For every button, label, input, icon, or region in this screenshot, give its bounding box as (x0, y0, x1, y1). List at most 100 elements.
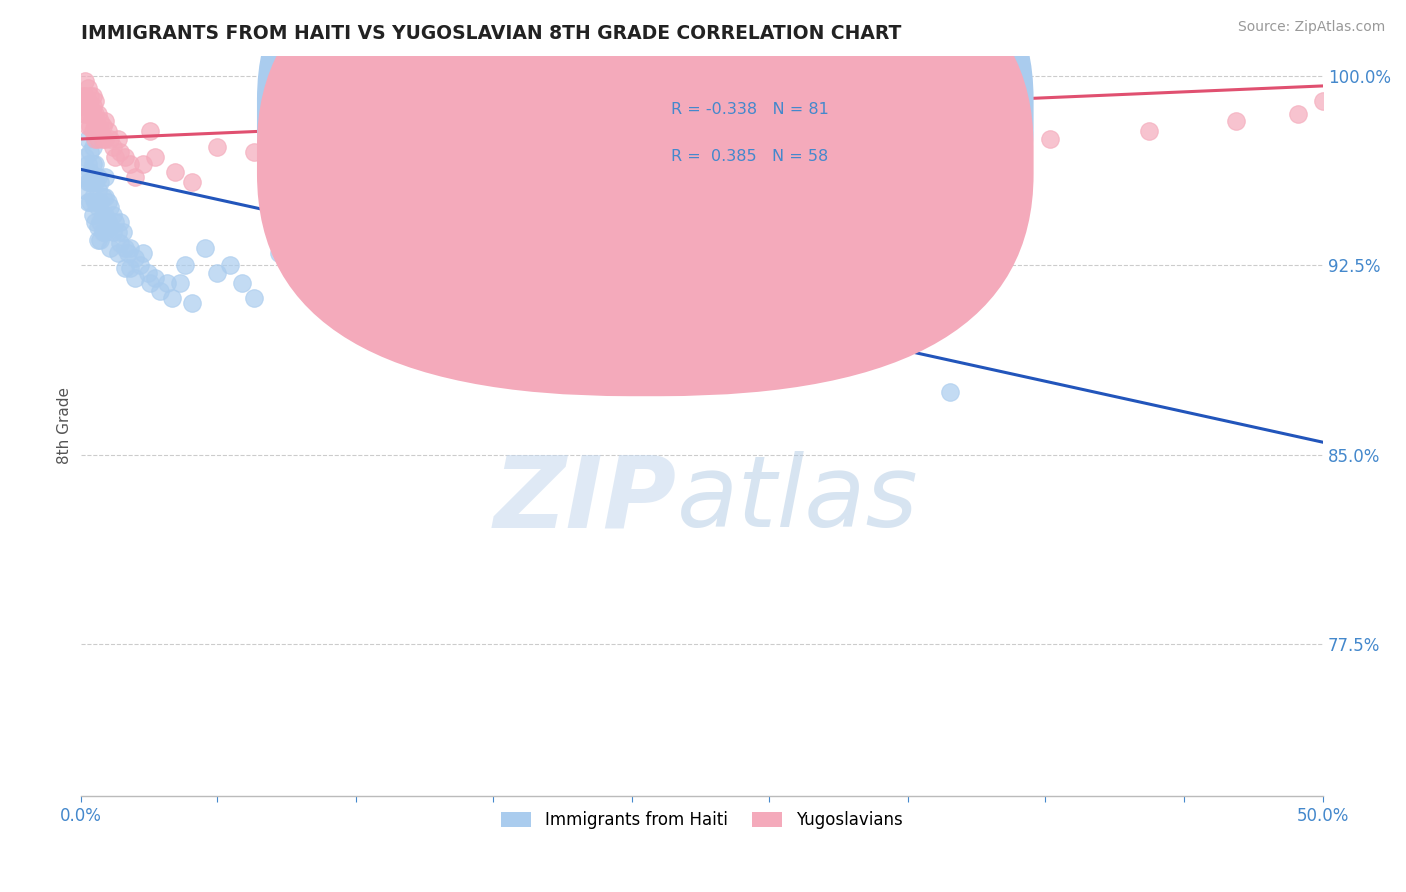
Point (84, 120, 107, 134)
Point (77, 94, 100, 108)
Point (124, 271, 146, 285)
Point (741, 157, 763, 171)
Point (107, 245, 129, 260)
Point (94, 226, 117, 240)
Point (120, 157, 142, 171)
Point (1039, 132, 1062, 146)
Point (79, 145, 101, 159)
Point (87, 233, 110, 247)
Legend: Immigrants from Haiti, Yugoslavians: Immigrants from Haiti, Yugoslavians (495, 805, 910, 836)
Text: Source: ZipAtlas.com: Source: ZipAtlas.com (1237, 20, 1385, 34)
Point (205, 266, 228, 280)
Point (77, 81, 100, 95)
Point (163, 165, 186, 179)
Point (89, 124, 111, 138)
Point (641, 351, 664, 366)
Point (181, 296, 204, 310)
Point (101, 208, 124, 222)
Point (75, 74, 97, 88)
Point (162, 291, 184, 305)
Point (82, 139, 104, 153)
Point (98, 220, 121, 235)
Point (84, 106, 107, 120)
Point (91, 226, 114, 240)
Point (94, 169, 117, 184)
Point (454, 321, 477, 335)
Point (79, 195, 101, 210)
Point (139, 124, 162, 138)
Point (205, 139, 228, 153)
Point (87, 106, 110, 120)
Point (77, 120, 100, 134)
Point (616, 169, 638, 184)
Point (890, 145, 912, 159)
Point (124, 169, 146, 184)
Point (1225, 114, 1247, 128)
Point (110, 215, 132, 229)
Text: R =  0.385   N = 58: R = 0.385 N = 58 (671, 149, 828, 164)
Point (430, 182, 453, 196)
Point (1312, 94, 1334, 108)
Point (292, 165, 315, 179)
Point (129, 258, 152, 272)
Point (516, 334, 538, 348)
Point (243, 145, 266, 159)
Point (169, 276, 191, 290)
Point (84, 132, 107, 146)
Point (939, 384, 962, 399)
Point (79, 165, 101, 179)
Point (343, 291, 366, 305)
Point (87, 220, 110, 235)
Point (156, 276, 179, 290)
Point (84, 157, 107, 171)
Point (87, 182, 110, 196)
Point (84, 175, 107, 189)
Point (174, 258, 197, 272)
Point (82, 157, 104, 171)
Text: IMMIGRANTS FROM HAITI VS YUGOSLAVIAN 8TH GRADE CORRELATION CHART: IMMIGRANTS FROM HAITI VS YUGOSLAVIAN 8TH… (80, 24, 901, 43)
Point (89, 195, 111, 210)
Text: R = -0.338   N = 81: R = -0.338 N = 81 (671, 103, 828, 117)
Point (136, 266, 159, 280)
Point (765, 367, 787, 381)
Point (82, 190, 104, 204)
Point (79, 175, 101, 189)
Point (104, 150, 127, 164)
Point (97, 195, 120, 210)
Point (143, 271, 166, 285)
Point (89, 175, 111, 189)
Point (98, 200, 121, 214)
Point (243, 291, 266, 305)
Point (82, 89, 104, 103)
Point (94, 190, 117, 204)
Point (77, 195, 100, 210)
Point (91, 208, 114, 222)
Point (79, 120, 101, 134)
Point (1137, 124, 1160, 138)
Point (114, 260, 136, 275)
Point (117, 245, 139, 260)
Point (114, 150, 136, 164)
Point (94, 132, 117, 146)
Point (98, 132, 121, 146)
FancyBboxPatch shape (257, 0, 1033, 396)
Point (87, 120, 110, 134)
Point (97, 124, 120, 138)
Point (82, 106, 104, 120)
Point (131, 157, 153, 171)
Point (89, 114, 111, 128)
Point (87, 132, 110, 146)
Point (72, 89, 94, 103)
Point (77, 132, 100, 146)
Point (94, 114, 117, 128)
Point (84, 215, 107, 229)
Point (75, 89, 97, 103)
Point (139, 276, 162, 290)
Point (1286, 106, 1309, 120)
Point (75, 106, 97, 120)
Point (104, 215, 127, 229)
Point (87, 200, 110, 214)
Point (75, 182, 97, 196)
FancyBboxPatch shape (257, 0, 1033, 350)
Point (82, 124, 104, 138)
